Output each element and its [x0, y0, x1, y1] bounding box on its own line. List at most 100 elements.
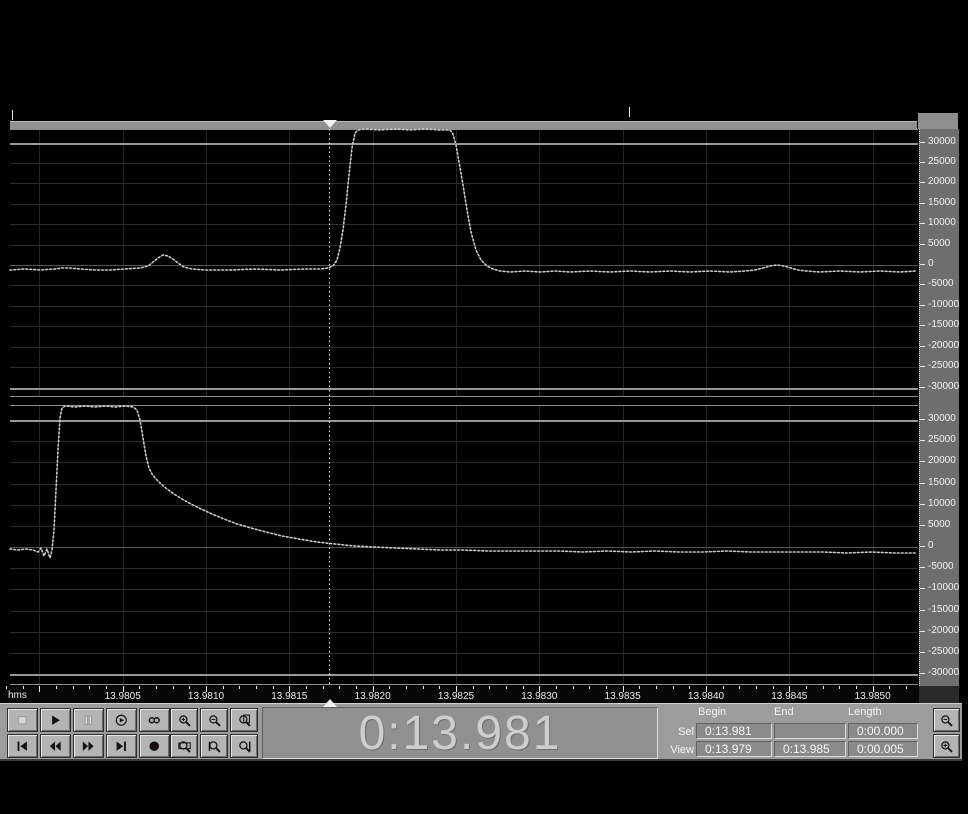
go-end-button[interactable]: [106, 734, 137, 758]
zoom-in-icon: [178, 714, 191, 727]
cursor-bottom-marker[interactable]: [323, 699, 337, 707]
time-gridline: [372, 130, 374, 396]
sel-length-field[interactable]: 0:00.000: [848, 723, 918, 739]
ruler-tick: [22, 686, 24, 689]
ruler-tick: [856, 686, 857, 689]
ruler-tick: [372, 686, 374, 692]
amplitude-gridline: [10, 224, 918, 226]
zoom-sel-left-button[interactable]: [200, 734, 228, 758]
waveform-channel-2[interactable]: [10, 405, 918, 685]
ruler-tick: [656, 686, 657, 689]
ruler-tick: [589, 686, 591, 689]
zoom-in-button[interactable]: [170, 708, 198, 732]
ruler-label: 13.9805: [104, 691, 141, 702]
axis-label: -20000: [928, 624, 960, 636]
horizontal-scrollbar[interactable]: [10, 121, 917, 129]
sel-begin-field[interactable]: 0:13.981: [696, 723, 772, 739]
row-label-view: View: [670, 744, 694, 756]
amplitude-gridline: [10, 462, 918, 464]
amplitude-gridline: [10, 589, 918, 591]
view-length-field[interactable]: 0:00.005: [848, 741, 918, 757]
ruler-tick: [639, 686, 641, 689]
axis-label: 0: [928, 258, 934, 269]
ruler-tick: [206, 686, 207, 692]
pause-button[interactable]: [73, 708, 104, 732]
amplitude-gridline: [10, 441, 918, 443]
amplitude-gridline: [10, 568, 918, 570]
stop-icon: [18, 715, 27, 724]
amplitude-gridline: [10, 305, 918, 307]
zoom-sel-right-icon: [238, 740, 251, 753]
row-label-sel: Sel: [678, 726, 694, 738]
axis-tick: [920, 345, 925, 347]
axis-tick: [920, 567, 925, 569]
time-gridline: [289, 130, 291, 396]
axis-tick: [920, 284, 925, 286]
amplitude-ruler[interactable]: 30000 25000 20000 15000 10000 5000 0 -5000 -1000…: [919, 129, 959, 686]
axis-tick: [920, 182, 925, 184]
ruler-tick: [739, 686, 741, 689]
ruler-tick: [472, 686, 474, 689]
time-ruler[interactable]: hms 13.9805 13.9810 13.9815 13.9820 13.9825 1…: [0, 686, 919, 703]
axis-tick: [920, 243, 925, 245]
amplitude-gridline: [10, 525, 918, 527]
ruler-tick: [39, 686, 41, 692]
loop-button[interactable]: [139, 708, 170, 732]
ruler-tick: [506, 686, 507, 689]
play-circled-button[interactable]: [106, 708, 137, 732]
ruler-tick: [839, 686, 841, 689]
record-button[interactable]: [139, 734, 170, 758]
ruler-tick: [89, 686, 91, 689]
zoom-out-button[interactable]: [200, 708, 228, 732]
axis-tick: [920, 651, 925, 653]
sel-end-field[interactable]: [774, 723, 846, 739]
amplitude-gridline: [10, 326, 918, 328]
v-zoom-in-button[interactable]: [933, 734, 960, 758]
ruler-label: 13.9850: [854, 691, 891, 702]
amplitude-gridline: [10, 631, 918, 633]
axis-tick: [920, 325, 925, 327]
zoom-sel-right-button[interactable]: [230, 734, 258, 758]
amplitude-gridline: [10, 483, 918, 485]
ruler-tick: [456, 686, 457, 692]
ruler-tick: [439, 686, 441, 689]
rewind-button[interactable]: [40, 734, 71, 758]
go-begin-button[interactable]: [7, 734, 38, 758]
axis-tick: [920, 264, 925, 265]
zoom-full-button[interactable]: [230, 708, 258, 732]
waveform-channel-1[interactable]: [10, 129, 918, 397]
ruler-tick: [889, 686, 891, 689]
view-begin-field[interactable]: 0:13.979: [696, 741, 772, 757]
axis-label: -30000: [928, 380, 960, 392]
axis-tick: [920, 419, 925, 420]
fast-forward-button[interactable]: [73, 734, 104, 758]
stop-button[interactable]: [7, 708, 38, 732]
axis-label: -20000: [928, 339, 960, 351]
zoom-selection-button[interactable]: [170, 734, 198, 758]
ruler-tick: [672, 686, 674, 689]
ruler-tick: [789, 686, 791, 692]
axis-tick: [920, 503, 925, 505]
amplitude-gridline: [10, 203, 918, 205]
ruler-tick: [122, 686, 124, 692]
axis-tick: [920, 223, 925, 225]
cursor-top-marker[interactable]: [323, 120, 337, 128]
ruler-tick: [722, 686, 724, 689]
view-end-field[interactable]: 0:13.985: [774, 741, 846, 757]
ruler-tick: [322, 686, 324, 689]
time-display[interactable]: 0:13.981: [262, 707, 658, 760]
ruler-tick: [72, 686, 74, 689]
ruler-tick: [556, 686, 557, 689]
axis-tick: [920, 440, 925, 442]
ruler-tick: [539, 686, 541, 692]
ruler-tick: [222, 686, 224, 689]
ruler-tick: [756, 686, 757, 689]
rewind-icon: [49, 741, 61, 751]
axis-tick: [920, 524, 925, 526]
play-button[interactable]: [40, 708, 71, 732]
amplitude-gridline: [10, 504, 918, 506]
time-gridline: [372, 406, 374, 684]
v-zoom-out-button[interactable]: [933, 708, 960, 732]
ruler-tick: [272, 686, 274, 689]
ruler-label: 13.9825: [437, 691, 475, 702]
